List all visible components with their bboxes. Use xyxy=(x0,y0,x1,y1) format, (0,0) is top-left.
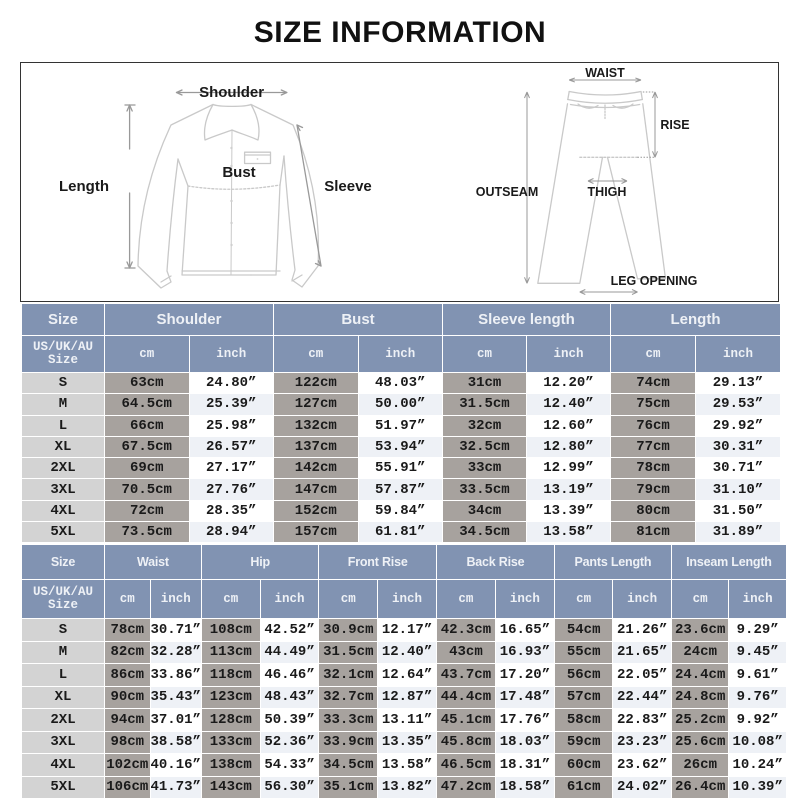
svg-text:Length: Length xyxy=(59,178,109,195)
svg-text:Bust: Bust xyxy=(222,164,255,181)
svg-text:RISE: RISE xyxy=(660,118,689,132)
svg-text:Sleeve: Sleeve xyxy=(324,178,372,195)
svg-text:WAIST: WAIST xyxy=(585,66,625,80)
svg-text:THIGH: THIGH xyxy=(588,185,627,199)
svg-text:OUTSEAM: OUTSEAM xyxy=(476,185,539,199)
svg-text:Shoulder: Shoulder xyxy=(199,84,264,101)
svg-text:LEG OPENING: LEG OPENING xyxy=(611,274,698,288)
